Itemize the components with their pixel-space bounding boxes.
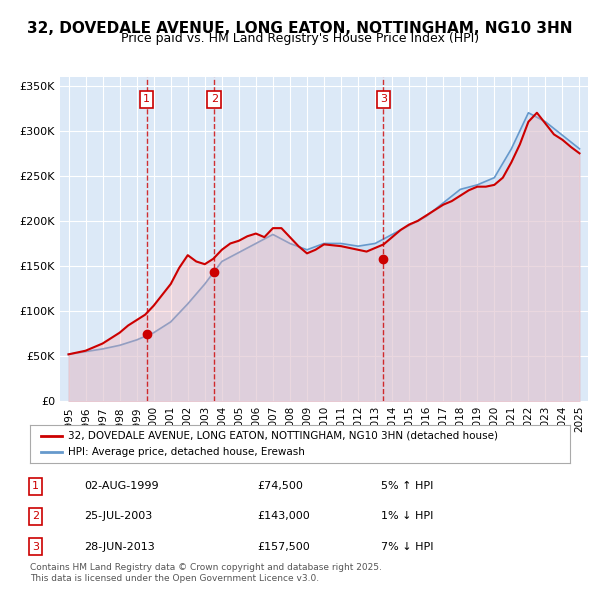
Text: 25-JUL-2003: 25-JUL-2003 xyxy=(84,512,152,522)
Text: 1: 1 xyxy=(143,94,150,104)
Text: £157,500: £157,500 xyxy=(257,542,310,552)
Text: £74,500: £74,500 xyxy=(257,481,302,491)
Text: 02-AUG-1999: 02-AUG-1999 xyxy=(84,481,158,491)
Text: 1% ↓ HPI: 1% ↓ HPI xyxy=(381,512,433,522)
Text: £143,000: £143,000 xyxy=(257,512,310,522)
Text: 3: 3 xyxy=(380,94,387,104)
Text: 28-JUN-2013: 28-JUN-2013 xyxy=(84,542,155,552)
Text: HPI: Average price, detached house, Erewash: HPI: Average price, detached house, Erew… xyxy=(68,447,305,457)
Text: 32, DOVEDALE AVENUE, LONG EATON, NOTTINGHAM, NG10 3HN: 32, DOVEDALE AVENUE, LONG EATON, NOTTING… xyxy=(27,21,573,35)
Text: Price paid vs. HM Land Registry's House Price Index (HPI): Price paid vs. HM Land Registry's House … xyxy=(121,32,479,45)
Text: 3: 3 xyxy=(32,542,39,552)
Text: Contains HM Land Registry data © Crown copyright and database right 2025.
This d: Contains HM Land Registry data © Crown c… xyxy=(30,563,382,583)
Text: 7% ↓ HPI: 7% ↓ HPI xyxy=(381,542,433,552)
Text: 32, DOVEDALE AVENUE, LONG EATON, NOTTINGHAM, NG10 3HN (detached house): 32, DOVEDALE AVENUE, LONG EATON, NOTTING… xyxy=(68,431,498,441)
Text: 5% ↑ HPI: 5% ↑ HPI xyxy=(381,481,433,491)
Text: 2: 2 xyxy=(211,94,218,104)
Text: 1: 1 xyxy=(32,481,39,491)
Text: 2: 2 xyxy=(32,512,39,522)
